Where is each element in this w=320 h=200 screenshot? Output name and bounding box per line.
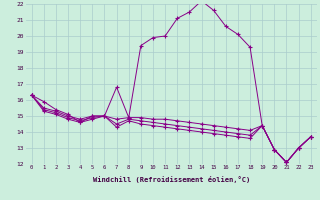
X-axis label: Windchill (Refroidissement éolien,°C): Windchill (Refroidissement éolien,°C) [92,176,250,183]
